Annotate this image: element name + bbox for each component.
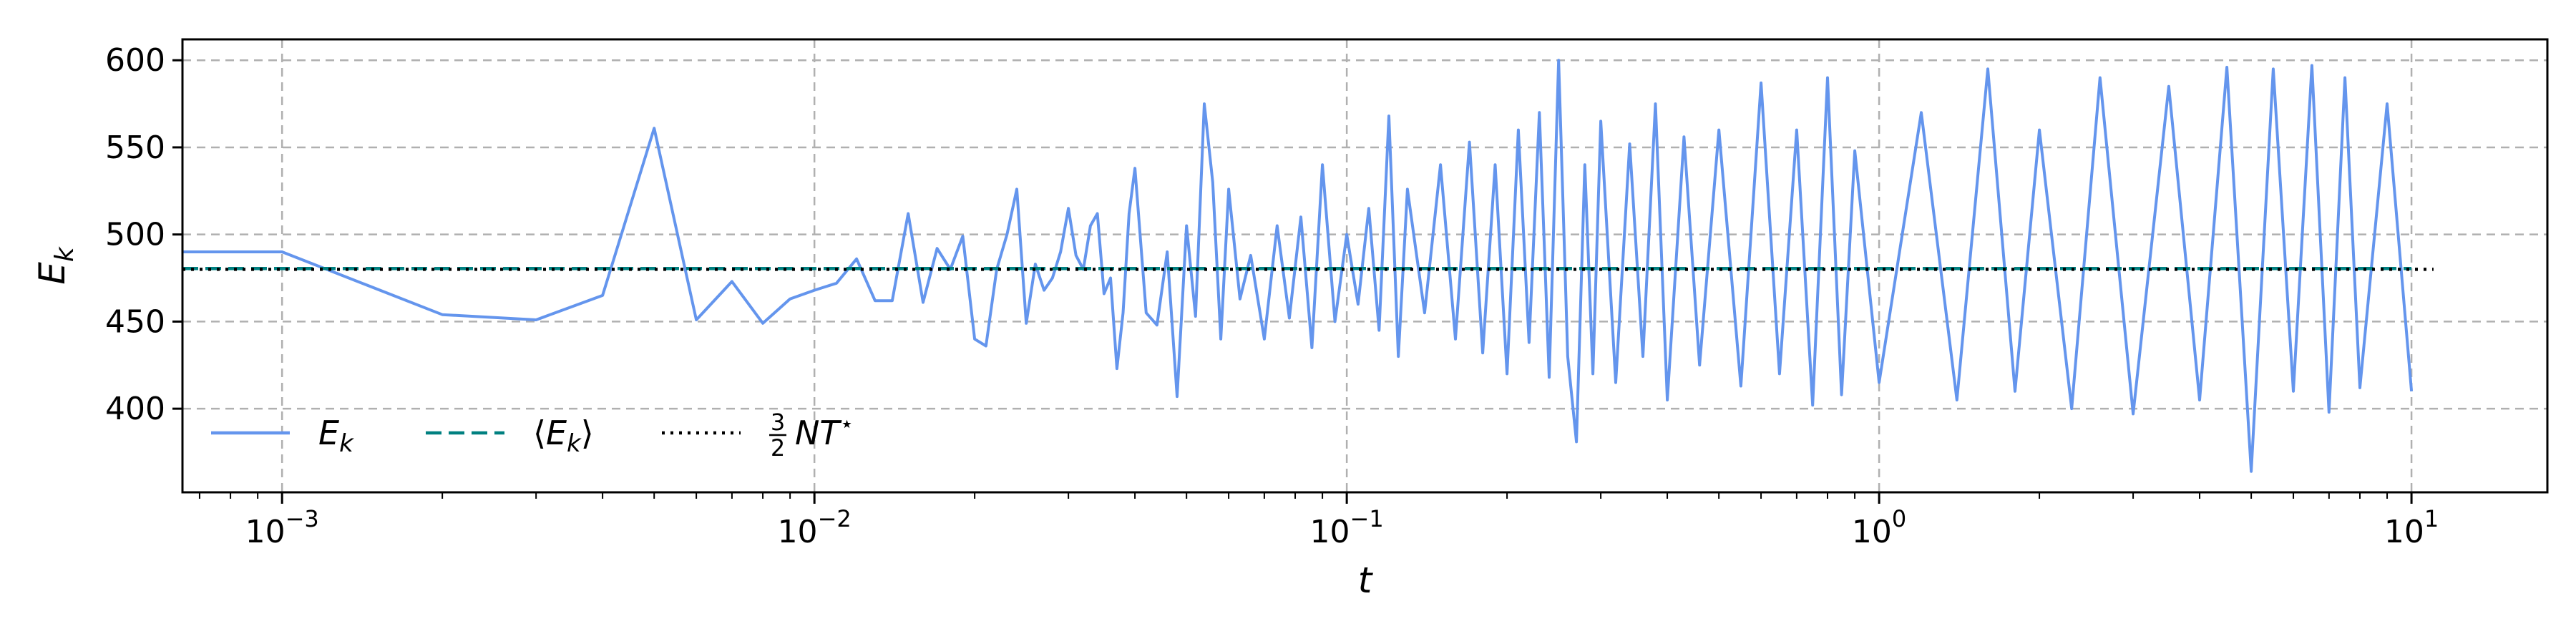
legend-fraction-numerator: 3	[771, 409, 785, 436]
axis-ticks	[172, 59, 2413, 504]
x-tick-label: 10−2	[778, 505, 852, 550]
legend-label-2: ⟨Ek⟩	[533, 414, 594, 458]
y-tick-label: 400	[105, 391, 165, 427]
grid	[182, 39, 2547, 492]
x-tick-label: 10−3	[245, 505, 319, 550]
axis-labels: 400 450 500 550 600 10−3 10−2 10−1 100 101 t Ek	[31, 42, 2439, 601]
x-axis-label: t	[1358, 560, 1374, 601]
plot-frame	[181, 38, 2549, 494]
x-tick-label: 101	[2384, 505, 2439, 550]
legend-fraction-denominator: 2	[771, 434, 785, 462]
legend-label-1: Ek	[318, 414, 354, 458]
y-tick-label: 450	[105, 303, 165, 340]
y-tick-label: 600	[105, 42, 165, 79]
y-tick-label: 500	[105, 217, 165, 253]
y-tick-label: 550	[105, 130, 165, 166]
y-axis-label: Ek	[31, 245, 79, 285]
x-tick-label: 10−1	[1310, 505, 1384, 550]
x-tick-label: 100	[1852, 505, 1906, 550]
legend: Ek ⟨Ek⟩ NT⋆ 32	[211, 409, 854, 462]
legend-label-3: NT⋆	[795, 410, 854, 452]
plot-series	[182, 59, 2434, 473]
series-line-1	[182, 59, 2414, 473]
